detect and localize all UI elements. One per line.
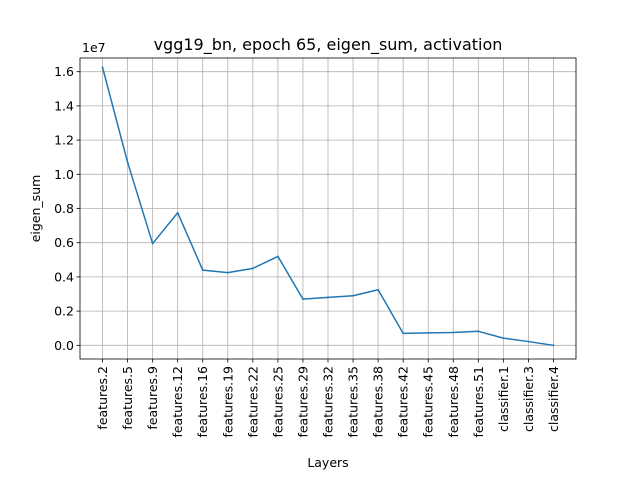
x-tick-label: features.51: [471, 366, 486, 438]
x-tick-label: features.2: [95, 366, 110, 430]
x-tick-label: features.48: [446, 366, 461, 438]
x-tick-label: features.16: [195, 366, 210, 438]
x-axis-ticks: features.2 features.5 features.9 features.1…: [95, 359, 561, 438]
y-tick-label: 0.2: [54, 304, 74, 319]
x-tick-label: classifier.4: [546, 366, 561, 432]
x-tick-label: features.29: [295, 366, 310, 438]
data-point: [201, 269, 204, 271]
x-tick-label: classifier.3: [521, 366, 536, 432]
x-tick-label: features.38: [371, 366, 386, 438]
data-point: [477, 330, 480, 333]
data-point: [276, 255, 279, 258]
data-point: [352, 294, 354, 297]
x-tick-label: features.45: [421, 366, 436, 438]
data-point: [302, 298, 304, 301]
y-tick-label: 1.4: [54, 98, 74, 113]
data-point: [226, 271, 229, 274]
x-tick-label: features.19: [220, 366, 235, 438]
x-tick-label: features.5: [120, 366, 135, 430]
data-point: [402, 332, 405, 335]
y-tick-label: 0.6: [54, 235, 74, 250]
data-point: [452, 331, 455, 334]
y-axis-ticks: 0.0 0.2 0.4 0.6 0.8 1.0 1.2 1.4 1.6: [54, 64, 80, 353]
data-point: [176, 211, 179, 214]
x-tick-label: features.32: [321, 366, 336, 438]
data-point: [151, 242, 154, 245]
x-tick-label: features.42: [396, 366, 411, 438]
data-point: [502, 337, 505, 340]
data-point: [427, 331, 430, 334]
data-point: [251, 267, 254, 270]
data-point: [327, 296, 329, 299]
y-offset-label: 1e7: [82, 40, 106, 55]
y-tick-label: 0.8: [54, 201, 74, 216]
data-point: [552, 344, 555, 347]
chart-title: vgg19_bn, epoch 65, eigen_sum, activatio…: [154, 35, 503, 55]
y-tick-label: 1.0: [54, 167, 74, 182]
x-axis-label: Layers: [307, 455, 348, 470]
y-axis-label: eigen_sum: [28, 175, 43, 243]
grid: [80, 58, 576, 359]
x-tick-label: features.12: [170, 366, 185, 438]
data-point: [527, 340, 530, 343]
y-tick-label: 0.4: [54, 269, 74, 284]
y-tick-label: 0.0: [54, 338, 74, 353]
x-tick-label: classifier.1: [496, 366, 511, 432]
x-tick-label: features.22: [245, 366, 260, 438]
data-point: [126, 161, 129, 164]
x-tick-label: features.9: [145, 366, 160, 430]
x-tick-label: features.35: [346, 366, 361, 438]
series-layer: [101, 66, 555, 347]
x-tick-label: features.25: [270, 366, 285, 438]
y-tick-label: 1.6: [54, 64, 74, 79]
data-point: [101, 66, 104, 69]
data-point: [377, 288, 380, 291]
y-tick-label: 1.2: [54, 133, 74, 148]
